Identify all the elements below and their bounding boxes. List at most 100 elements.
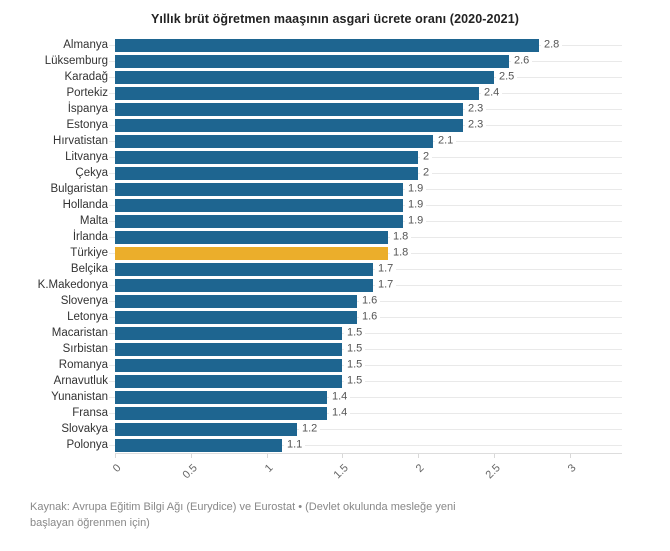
chart-row: Çekya 2 [0,165,670,181]
value-label: 2 [420,166,433,180]
chart-row: Sırbistan 1.5 [0,341,670,357]
bar-track: 1.7 [109,262,622,276]
chart-row: Bulgaristan 1.9 [0,181,670,197]
bar [115,294,357,308]
bar-track: 2.4 [109,86,622,100]
bar-track: 2.3 [109,118,622,132]
chart-row: Almanya 2.8 [0,37,670,53]
axis-tickmark [570,454,571,458]
bar [115,326,342,340]
bar [115,310,357,324]
chart-row: Slovenya 1.6 [0,293,670,309]
bar-track: 1.5 [109,374,622,388]
country-label: Lüksemburg [44,55,108,67]
bar [115,278,373,292]
chart-row: Yunanistan 1.4 [0,389,670,405]
chart-row: Macaristan 1.5 [0,325,670,341]
country-label: Polonya [66,439,108,451]
country-label: Romanya [58,359,108,371]
bar [115,38,539,52]
value-label: 1.9 [405,198,427,212]
axis-tickmark [342,454,343,458]
bar [115,342,342,356]
row-gridline [109,445,622,446]
axis-tick-label: 0.5 [180,462,200,482]
chart-row: Portekiz 2.4 [0,85,670,101]
chart-row: Hırvatistan 2.1 [0,133,670,149]
chart-row: Belçika 1.7 [0,261,670,277]
bar-track: 1.8 [109,230,622,244]
axis-tick-label: 1 [262,462,276,475]
bar [115,70,494,84]
axis-tick-label: 2 [413,462,427,475]
chart-row: Lüksemburg 2.6 [0,53,670,69]
country-label: Bulgaristan [50,183,108,195]
bar-track: 1.6 [109,310,622,324]
country-label: K.Makedonya [37,279,108,291]
chart-row: Estonya 2.3 [0,117,670,133]
bar [115,438,282,452]
value-label: 1.9 [405,214,427,228]
country-label: Fransa [72,407,108,419]
country-label: Macaristan [51,327,108,339]
bar-track: 1.4 [109,406,622,420]
bar-highlighted [115,246,388,260]
x-axis: 0 0.5 1 1.5 2 2.5 3 [111,453,622,492]
axis-tickmark [267,454,268,458]
source-note: Kaynak: Avrupa Eğitim Bilgi Ağı (Eurydic… [30,501,456,529]
country-label: Türkiye [70,247,108,259]
bar [115,54,509,68]
value-label: 1.4 [329,390,351,404]
row-gridline [109,333,622,334]
bar [115,358,342,372]
country-label: Slovenya [60,295,108,307]
chart-row: Hollanda 1.9 [0,197,670,213]
row-gridline [109,413,622,414]
country-label: Sırbistan [62,343,108,355]
chart-row: Fransa 1.4 [0,405,670,421]
country-label: Portekiz [66,87,108,99]
bar [115,390,327,404]
country-label: Malta [79,215,108,227]
value-label: 2.5 [496,70,518,84]
value-label: 1.7 [375,278,397,292]
country-label: Slovakya [61,423,108,435]
bar [115,198,403,212]
country-label: Karadağ [64,71,108,83]
chart-row: Türkiye 1.8 [0,245,670,261]
axis-tick-label: 1.5 [331,462,351,482]
bar-track: 1.8 [109,246,622,260]
value-label: 1.9 [405,182,427,196]
bar-rows: Almanya 2.8 Lüksemburg 2.6 Karadağ 2.5 Porteki… [0,37,670,453]
bar [115,118,463,132]
bar-track: 2 [109,166,622,180]
country-label: Yunanistan [51,391,108,403]
bar-track: 1.4 [109,390,622,404]
bar [115,86,479,100]
country-label: Estonya [66,119,108,131]
chart-row: Arnavutluk 1.5 [0,373,670,389]
bar-track: 1.7 [109,278,622,292]
chart-row: Romanya 1.5 [0,357,670,373]
value-label: 1.5 [344,326,366,340]
value-label: 1.2 [299,422,321,436]
bar [115,374,342,388]
value-label: 1.4 [329,406,351,420]
value-label: 2 [420,150,433,164]
value-label: 1.5 [344,342,366,356]
bar-track: 2 [109,150,622,164]
axis-tick-label: 3 [565,462,579,475]
axis-tick-label: 2.5 [483,462,503,482]
bar-track: 2.1 [109,134,622,148]
value-label: 1.6 [359,310,381,324]
value-label: 2.8 [541,38,563,52]
bar-track: 1.5 [109,358,622,372]
bar-track: 2.8 [109,38,622,52]
bar-track: 2.5 [109,70,622,84]
axis-tick-label: 0 [110,462,124,475]
bar-track: 2.3 [109,102,622,116]
value-label: 1.8 [390,246,412,260]
chart-row: Litvanya 2 [0,149,670,165]
bar [115,230,388,244]
value-label: 2.6 [511,54,533,68]
